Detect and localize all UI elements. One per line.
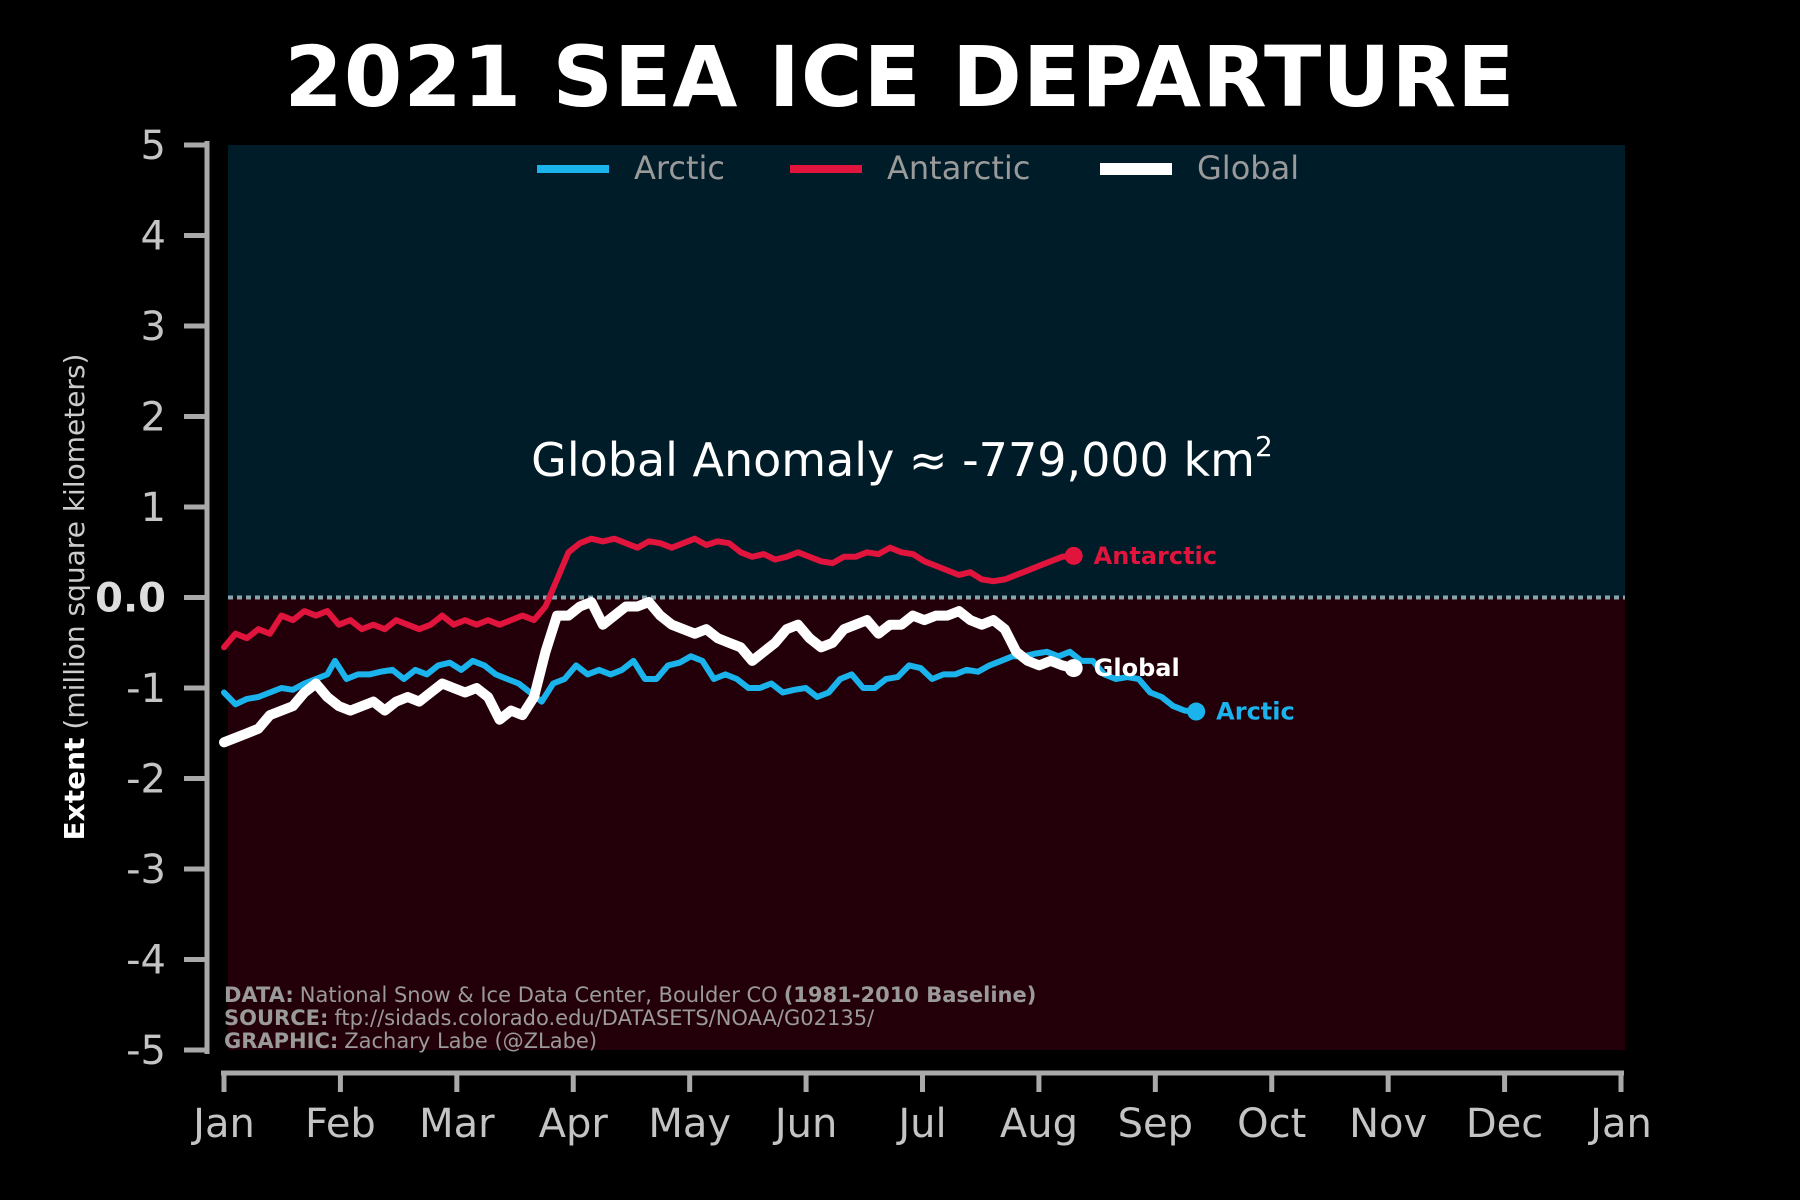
x-tick-label: Mar	[419, 1101, 495, 1147]
series-line-global	[219, 597, 1079, 748]
credits-data-text: National Snow & Ice Data Center, Boulder…	[300, 983, 778, 1007]
series-endpoint-global	[1064, 659, 1083, 678]
credits-data-label: DATA:	[224, 983, 294, 1007]
y-tick-label: 0.0	[95, 576, 166, 622]
credits-graphic-text: Zachary Labe (@ZLabe)	[344, 1029, 597, 1053]
x-tick-label: May	[648, 1101, 731, 1147]
x-tick-label: Aug	[1000, 1101, 1078, 1147]
series-end-label-arctic: Arctic	[1216, 698, 1295, 726]
credits-source-text: ftp://sidads.colorado.edu/DATASETS/NOAA/…	[334, 1006, 875, 1030]
legend-label-global: Global	[1197, 149, 1299, 187]
y-tick-label: 2	[141, 395, 166, 441]
credits-data-line: DATA: National Snow & Ice Data Center, Bo…	[224, 983, 1036, 1007]
chart-title: 2021 SEA ICE DEPARTURE	[284, 28, 1516, 126]
legend-label-arctic: Arctic	[634, 149, 725, 187]
credits-graphic-label: GRAPHIC:	[224, 1029, 338, 1053]
x-tick-label: Jan	[190, 1101, 255, 1147]
x-tick-label: Dec	[1466, 1101, 1543, 1147]
legend-label-antarctic: Antarctic	[887, 149, 1030, 187]
series-line-antarctic	[221, 535, 1077, 651]
x-tick-label: Nov	[1349, 1101, 1427, 1147]
series-line-arctic	[221, 648, 1200, 715]
y-axis-label-bold: Extent	[58, 738, 91, 841]
y-tick-label: -4	[126, 938, 166, 984]
credits-source-line: SOURCE: ftp://sidads.colorado.edu/DATASET…	[224, 1006, 875, 1030]
annotation-text: Global Anomaly ≈ -779,000 km	[531, 433, 1255, 487]
y-tick-label: 3	[141, 304, 166, 350]
y-axis-label-rest: (million square kilometers)	[58, 354, 91, 730]
x-tick-label: Sep	[1118, 1101, 1193, 1147]
credits-graphic-line: GRAPHIC: Zachary Labe (@ZLabe)	[224, 1029, 597, 1053]
series-end-label-global: Global	[1094, 654, 1180, 682]
global-anomaly-annotation: Global Anomaly ≈ -779,000 km2	[531, 430, 1273, 487]
annotation-superscript: 2	[1255, 430, 1273, 463]
series-endpoint-antarctic	[1064, 546, 1083, 565]
x-tick-label: Jul	[895, 1101, 946, 1147]
x-tick-label: Jun	[772, 1101, 838, 1147]
credits-data-bold: (1981-2010 Baseline)	[784, 983, 1037, 1007]
y-tick-label: -3	[126, 847, 166, 893]
x-tick-label: Oct	[1237, 1101, 1306, 1147]
series-end-label-antarctic: Antarctic	[1094, 542, 1217, 570]
x-tick-label: Jan	[1587, 1101, 1652, 1147]
x-tick-label: Apr	[539, 1101, 609, 1147]
y-tick-label: 5	[141, 123, 166, 169]
positive-region	[228, 145, 1625, 598]
y-tick-label: -2	[126, 757, 166, 803]
y-tick-label: 1	[141, 485, 166, 531]
y-tick-label: -5	[126, 1028, 166, 1074]
y-tick-label: 4	[141, 214, 166, 260]
series-endpoint-arctic	[1187, 702, 1206, 721]
y-tick-label: -1	[126, 666, 166, 712]
credits-source-label: SOURCE:	[224, 1006, 328, 1030]
x-tick-label: Feb	[305, 1101, 376, 1147]
y-axis-label: Extent (million square kilometers)	[58, 354, 91, 841]
